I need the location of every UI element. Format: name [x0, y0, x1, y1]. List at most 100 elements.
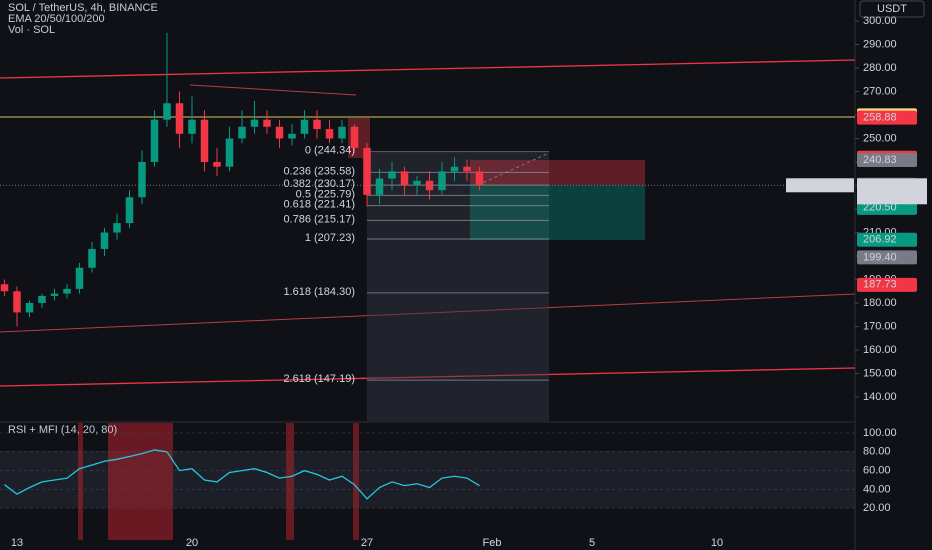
candle-body	[250, 119, 259, 127]
candle-body	[463, 166, 471, 172]
candle-body	[163, 103, 171, 120]
projection-line	[477, 152, 550, 186]
candle-body	[213, 162, 221, 167]
candle-body	[450, 166, 459, 172]
fib-label: 1 (207.23)	[305, 232, 355, 244]
fib-label: 0.382 (230.17)	[283, 178, 355, 190]
trend-line	[189, 84, 357, 96]
candle-body	[325, 129, 334, 139]
y-tick-label: 170.00	[863, 320, 897, 332]
currency-label[interactable]: USDT	[877, 3, 907, 15]
price-tag-label: 206.92	[863, 234, 897, 246]
fib-label: 2.618 (147.19)	[283, 373, 355, 385]
x-tick-label: Feb	[483, 537, 502, 549]
candle-body	[38, 295, 46, 303]
y-tick-label: 300.00	[863, 15, 897, 27]
rsi-highlight	[353, 423, 359, 540]
candle-body	[288, 133, 296, 139]
price-tag-label: 220.50	[863, 202, 897, 214]
y-tick-label: 140.00	[863, 391, 897, 403]
fib-label: 0.786 (215.17)	[283, 213, 355, 225]
symbol-label: SOLUSDT	[794, 179, 846, 191]
y-tick-label: 290.00	[863, 38, 897, 50]
candle-body	[363, 147, 371, 195]
candle-body	[125, 197, 134, 224]
rsi-highlight	[286, 423, 294, 540]
fib-label: 0.618 (221.41)	[283, 199, 355, 211]
candle-body	[388, 171, 396, 179]
x-tick-label: 13	[11, 537, 23, 549]
price-tag	[857, 153, 917, 168]
candle-body	[350, 126, 359, 148]
price-tag	[857, 232, 917, 247]
countdown-label: 03:51:57	[867, 190, 910, 202]
candle-body	[25, 303, 34, 313]
candle-body	[13, 291, 21, 313]
rsi-highlight	[108, 423, 173, 540]
rsi-title: RSI + MFI (14, 20, 80)	[8, 424, 117, 436]
candle-body	[175, 103, 184, 134]
fib-label: 0.5 (225.79)	[296, 188, 355, 200]
price-tag-label: 258.88	[863, 112, 897, 124]
candle-body	[225, 138, 234, 167]
candle-body	[188, 119, 196, 134]
trend-line	[0, 367, 856, 387]
fib-label: 0 (244.34)	[305, 145, 355, 157]
candle-body	[63, 288, 71, 294]
candle-body	[438, 171, 446, 191]
candle-body	[413, 180, 421, 186]
candle-body	[200, 119, 209, 162]
candle-body	[0, 284, 9, 292]
chart-title: SOL / TetherUS, 4h, BINANCE	[8, 2, 158, 14]
rsi-tick-label: 60.00	[863, 465, 891, 477]
price-tag-label: 187.73	[863, 279, 897, 291]
y-tick-label: 250.00	[863, 132, 897, 144]
x-tick-label: 20	[186, 537, 198, 549]
rsi-line	[4, 449, 480, 500]
x-tick-label: 10	[711, 537, 723, 549]
price-tag-label: 240.83	[863, 154, 897, 166]
rsi-highlight	[78, 423, 83, 540]
currency-button[interactable]	[859, 0, 925, 18]
rsi-tick-label: 100.00	[863, 427, 897, 439]
candle-body	[375, 178, 384, 195]
candle-body	[313, 119, 321, 130]
candle-body	[150, 119, 159, 162]
price-tag	[857, 277, 917, 292]
candle-body	[338, 126, 346, 139]
y-tick-label: 270.00	[863, 85, 897, 97]
y-tick-label: 150.00	[863, 367, 897, 379]
rsi-tick-label: 40.00	[863, 483, 891, 495]
last-price-label: 230.09	[867, 179, 901, 191]
volume-label: Vol · SOL	[8, 24, 55, 36]
candle-body	[300, 119, 309, 134]
trend-line	[0, 59, 856, 79]
candle-body	[138, 162, 146, 198]
candle-body	[100, 232, 109, 249]
fib-label: 0.236 (235.58)	[283, 165, 355, 177]
last-price-tag	[857, 178, 927, 205]
rsi-tick-label: 80.00	[863, 446, 891, 458]
candle-body	[275, 126, 284, 139]
indicator-label: EMA 20/50/100/200	[8, 13, 105, 25]
candle-body	[88, 248, 96, 268]
candle-body	[263, 119, 271, 127]
price-tag-label: 199.40	[863, 251, 897, 263]
y-tick-label: 160.00	[863, 344, 897, 356]
symbol-tag	[786, 178, 854, 193]
range-box	[367, 153, 549, 421]
trend-line	[0, 293, 856, 333]
price-tag	[857, 250, 917, 265]
candle-body	[475, 171, 484, 186]
fib-label: 1.618 (184.30)	[283, 286, 355, 298]
rsi-tick-label: 20.00	[863, 502, 891, 514]
price-tag	[857, 110, 917, 125]
candle-body	[75, 267, 84, 289]
candle-body	[238, 126, 246, 139]
candle-body	[400, 171, 409, 186]
y-tick-label: 180.00	[863, 297, 897, 309]
x-tick-label: 5	[589, 537, 595, 549]
candle-body	[113, 223, 121, 233]
price-tag	[857, 200, 917, 215]
